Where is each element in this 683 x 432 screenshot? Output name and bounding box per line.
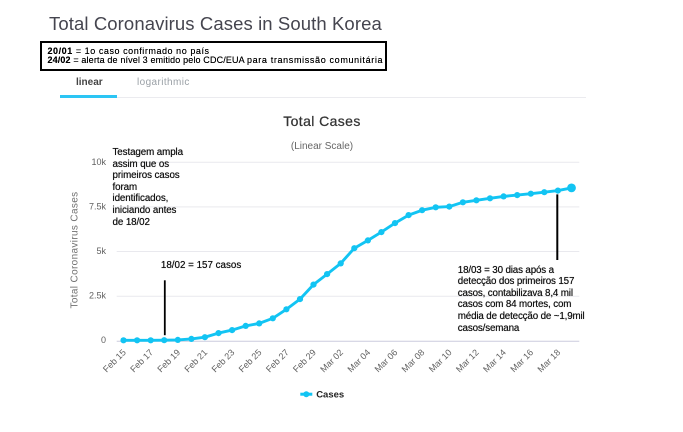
svg-text:2.5k: 2.5k: [89, 291, 107, 301]
svg-text:Mar 12: Mar 12: [454, 347, 481, 374]
svg-text:10k: 10k: [91, 157, 106, 167]
svg-text:Feb 17: Feb 17: [128, 347, 155, 374]
svg-text:Feb 27: Feb 27: [264, 347, 291, 374]
svg-text:5k: 5k: [96, 246, 106, 256]
svg-text:Feb 29: Feb 29: [291, 347, 318, 374]
svg-text:0: 0: [101, 335, 106, 345]
svg-text:Mar 16: Mar 16: [508, 347, 535, 374]
svg-text:Total Coronavirus Cases: Total Coronavirus Cases: [70, 192, 81, 309]
svg-text:Mar 10: Mar 10: [427, 347, 454, 374]
svg-text:Feb 15: Feb 15: [101, 347, 128, 374]
svg-text:Mar 08: Mar 08: [400, 347, 427, 374]
svg-text:Mar 04: Mar 04: [345, 347, 372, 374]
svg-text:Mar 18: Mar 18: [535, 347, 562, 374]
svg-text:Feb 19: Feb 19: [155, 347, 182, 374]
svg-text:Cases: Cases: [316, 390, 344, 401]
svg-text:Mar 14: Mar 14: [481, 347, 508, 374]
svg-text:Feb 21: Feb 21: [182, 347, 209, 374]
svg-text:Mar 06: Mar 06: [373, 347, 400, 374]
svg-text:7.5k: 7.5k: [89, 202, 107, 212]
svg-text:Feb 23: Feb 23: [210, 347, 237, 374]
svg-text:Total Cases: Total Cases: [283, 113, 361, 129]
svg-text:(Linear Scale): (Linear Scale): [291, 141, 353, 152]
svg-text:Mar 02: Mar 02: [318, 347, 345, 374]
svg-text:Feb 25: Feb 25: [237, 347, 264, 374]
